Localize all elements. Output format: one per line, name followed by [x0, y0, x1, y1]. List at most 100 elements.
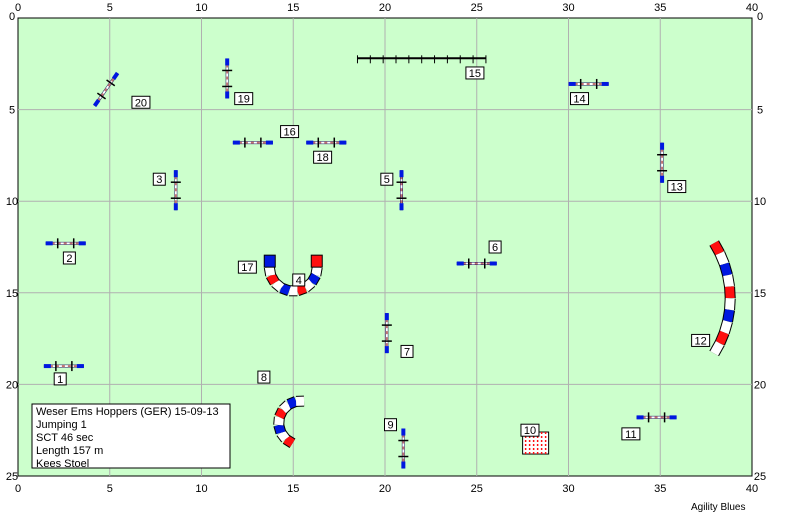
y-tick-label: 0	[9, 11, 15, 23]
label-17: 17	[237, 260, 257, 274]
jump-stand	[106, 79, 116, 87]
label-3: 3	[152, 172, 166, 186]
tunnel-segment	[274, 416, 284, 426]
x-tick-label: 10	[195, 483, 207, 495]
y-tick-label: 0	[757, 11, 763, 23]
y-tick-label: 25	[754, 471, 766, 483]
label-number: 9	[387, 420, 393, 432]
tunnel-segment	[302, 279, 315, 292]
label-box	[380, 172, 394, 186]
tunnel-segment	[720, 262, 732, 277]
x-axis-bottom: 0 5 10 15 20 25 30 35 40	[15, 483, 758, 495]
jump-14	[568, 78, 609, 89]
y-axis-right: 0 5 10 15 20 25	[754, 11, 766, 483]
label-18: 18	[313, 150, 333, 164]
label-box	[131, 95, 151, 109]
tunnel-segment	[723, 309, 734, 323]
label-13: 13	[667, 180, 687, 194]
label-9: 9	[384, 418, 398, 432]
label-15: 15	[465, 66, 485, 80]
label-box	[621, 427, 641, 441]
label-box	[292, 273, 306, 287]
tunnel-segment	[725, 298, 735, 311]
jump-16	[232, 137, 273, 148]
y-tick-label: 20	[6, 379, 18, 391]
label-number: 15	[469, 68, 481, 80]
label-4: 4	[292, 273, 306, 287]
y-tick-label: 15	[754, 288, 766, 300]
label-box	[62, 251, 76, 265]
x-tick-label: 35	[654, 483, 666, 495]
label-number: 5	[384, 174, 390, 186]
tunnel-segment	[271, 279, 285, 292]
jump-wing	[111, 71, 120, 80]
tunnel-segment	[283, 435, 295, 448]
label-number: 19	[238, 94, 250, 106]
jump-7	[381, 313, 392, 354]
tunnel-segment	[264, 266, 276, 277]
y-tick-label: 5	[9, 105, 15, 117]
label-box	[520, 423, 540, 437]
x-tick-label: 5	[107, 2, 113, 14]
tunnel-segment	[723, 274, 734, 288]
label-16: 16	[280, 125, 300, 139]
label-1: 1	[53, 372, 67, 386]
label-20: 20	[131, 95, 151, 109]
label-5: 5	[380, 172, 394, 186]
tunnel-segment	[295, 283, 307, 296]
tunnel-8	[273, 395, 305, 448]
tunnel-segment	[277, 429, 290, 442]
x-tick-label: 35	[654, 2, 666, 14]
tunnel-segment	[715, 330, 729, 346]
jump-6	[456, 258, 497, 269]
label-number: 14	[573, 94, 585, 106]
label-7: 7	[400, 344, 414, 358]
jump-18	[306, 137, 347, 148]
label-10: 10	[520, 423, 540, 437]
y-tick-label: 15	[6, 288, 18, 300]
label-box	[280, 125, 300, 139]
x-tick-label: 40	[746, 483, 758, 495]
jump-pole-stripes	[97, 77, 115, 102]
tunnel-segment	[311, 266, 322, 277]
jump-19	[222, 58, 233, 99]
info-judge: Kees Stoel	[36, 458, 89, 470]
label-11: 11	[621, 427, 641, 441]
x-tick-label: 40	[746, 2, 758, 14]
jump-20	[92, 71, 120, 107]
label-box	[667, 180, 687, 194]
label-number: 12	[694, 335, 706, 347]
tunnel-segment	[725, 286, 735, 299]
label-number: 2	[66, 253, 72, 265]
label-6: 6	[488, 240, 502, 254]
x-tick-label: 0	[15, 483, 21, 495]
label-box	[313, 150, 333, 164]
x-tick-label: 25	[471, 483, 483, 495]
tunnel-segment	[720, 320, 732, 334]
label-number: 20	[135, 97, 147, 109]
y-tick-label: 20	[754, 379, 766, 391]
label-box	[53, 372, 67, 386]
label-box	[257, 370, 271, 384]
x-tick-label: 20	[379, 2, 391, 14]
label-number: 17	[241, 262, 253, 274]
jump-9	[398, 428, 409, 469]
label-14: 14	[570, 92, 590, 106]
label-number: 13	[671, 182, 683, 194]
info-length: Length 157 m	[36, 445, 103, 457]
tunnel-segment	[274, 423, 286, 434]
tunnel-end	[263, 254, 276, 268]
y-tick-label: 10	[754, 196, 766, 208]
label-box	[488, 240, 502, 254]
y-tick-label: 5	[757, 105, 763, 117]
label-number: 18	[316, 152, 328, 164]
jump-stand	[96, 92, 107, 100]
tunnel-12	[709, 240, 736, 357]
label-box	[152, 172, 166, 186]
x-tick-label: 30	[562, 483, 574, 495]
label-box	[237, 260, 257, 274]
label-number: 6	[492, 242, 498, 254]
jump-wing	[92, 98, 101, 107]
